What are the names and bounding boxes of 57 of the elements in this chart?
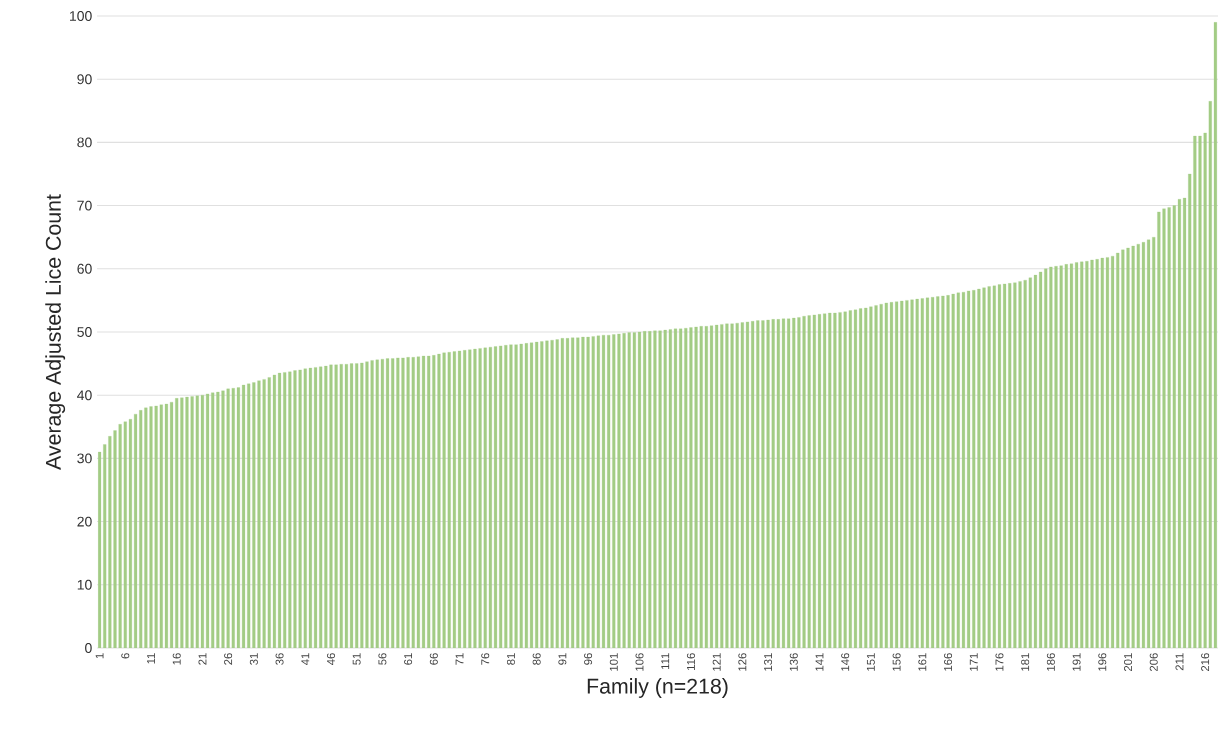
x-tick-label: 6 [121,653,130,659]
x-tick-label: 71 [455,653,464,665]
x-tick-label: 11 [147,653,155,664]
x-tick-label: 1 [95,653,104,659]
x-tick-label: 91 [558,653,567,665]
x-tick-label: 176 [995,653,1004,671]
x-tick-label: 161 [918,653,927,671]
x-tick-label: 46 [326,653,335,666]
x-tick-label: 81 [506,653,515,665]
y-tick-label: 60 [77,263,92,274]
x-tick-label: 116 [686,653,695,670]
y-axis-title: Average Adjusted Lice Count [45,194,66,470]
x-tick-label: 191 [1072,653,1081,671]
x-tick-label: 21 [198,653,207,665]
y-tick-label: 40 [77,390,92,401]
x-tick-label: 201 [1124,653,1133,672]
y-tick-label: 50 [77,327,92,337]
x-tick-label: 186 [1046,653,1055,671]
y-tick-label: 20 [77,516,92,527]
y-tick-label: 70 [77,200,92,211]
x-tick-label: 26 [224,653,233,665]
x-tick-label: 31 [249,653,258,665]
x-tick-label: 141 [815,653,824,671]
x-tick-label: 111 [661,653,670,670]
x-tick-label: 56 [378,653,387,665]
x-tick-label: 41 [301,653,310,666]
x-tick-label: 171 [969,653,978,671]
y-tick-label: 30 [77,453,92,464]
x-tick-label: 196 [1098,653,1107,671]
x-tick-label: 151 [866,653,875,671]
x-tick-label: 66 [429,653,438,665]
x-tick-label: 86 [532,653,541,665]
y-tick-label: 0 [85,643,92,653]
x-tick-label: 136 [789,653,798,671]
x-tick-label: 216 [1201,653,1210,672]
x-tick-label: 106 [635,653,644,671]
x-tick-label: 131 [764,653,773,671]
x-tick-label: 101 [609,653,618,671]
x-tick-label: 76 [481,653,490,665]
x-tick-label: 51 [352,653,361,665]
x-tick-label: 206 [1149,653,1158,672]
x-tick-label: 61 [404,653,413,665]
x-tick-label: 121 [712,653,721,671]
y-tick-label: 10 [77,579,92,590]
x-tick-label: 146 [841,653,850,671]
y-tick-label: 80 [77,137,92,148]
y-tick-label: 90 [77,74,92,85]
x-tick-label: 156 [892,653,901,671]
y-tick-label: 100 [70,11,92,21]
x-tick-label: 96 [584,653,593,665]
x-tick-label: 181 [1021,653,1030,671]
x-tick-label: 126 [738,653,747,671]
x-axis-title: Family (n=218) [587,678,728,698]
x-tick-label: 166 [944,653,953,671]
x-tick-label: 211 [1175,653,1184,671]
x-tick-label: 36 [275,653,284,665]
x-tick-label: 16 [172,653,181,665]
